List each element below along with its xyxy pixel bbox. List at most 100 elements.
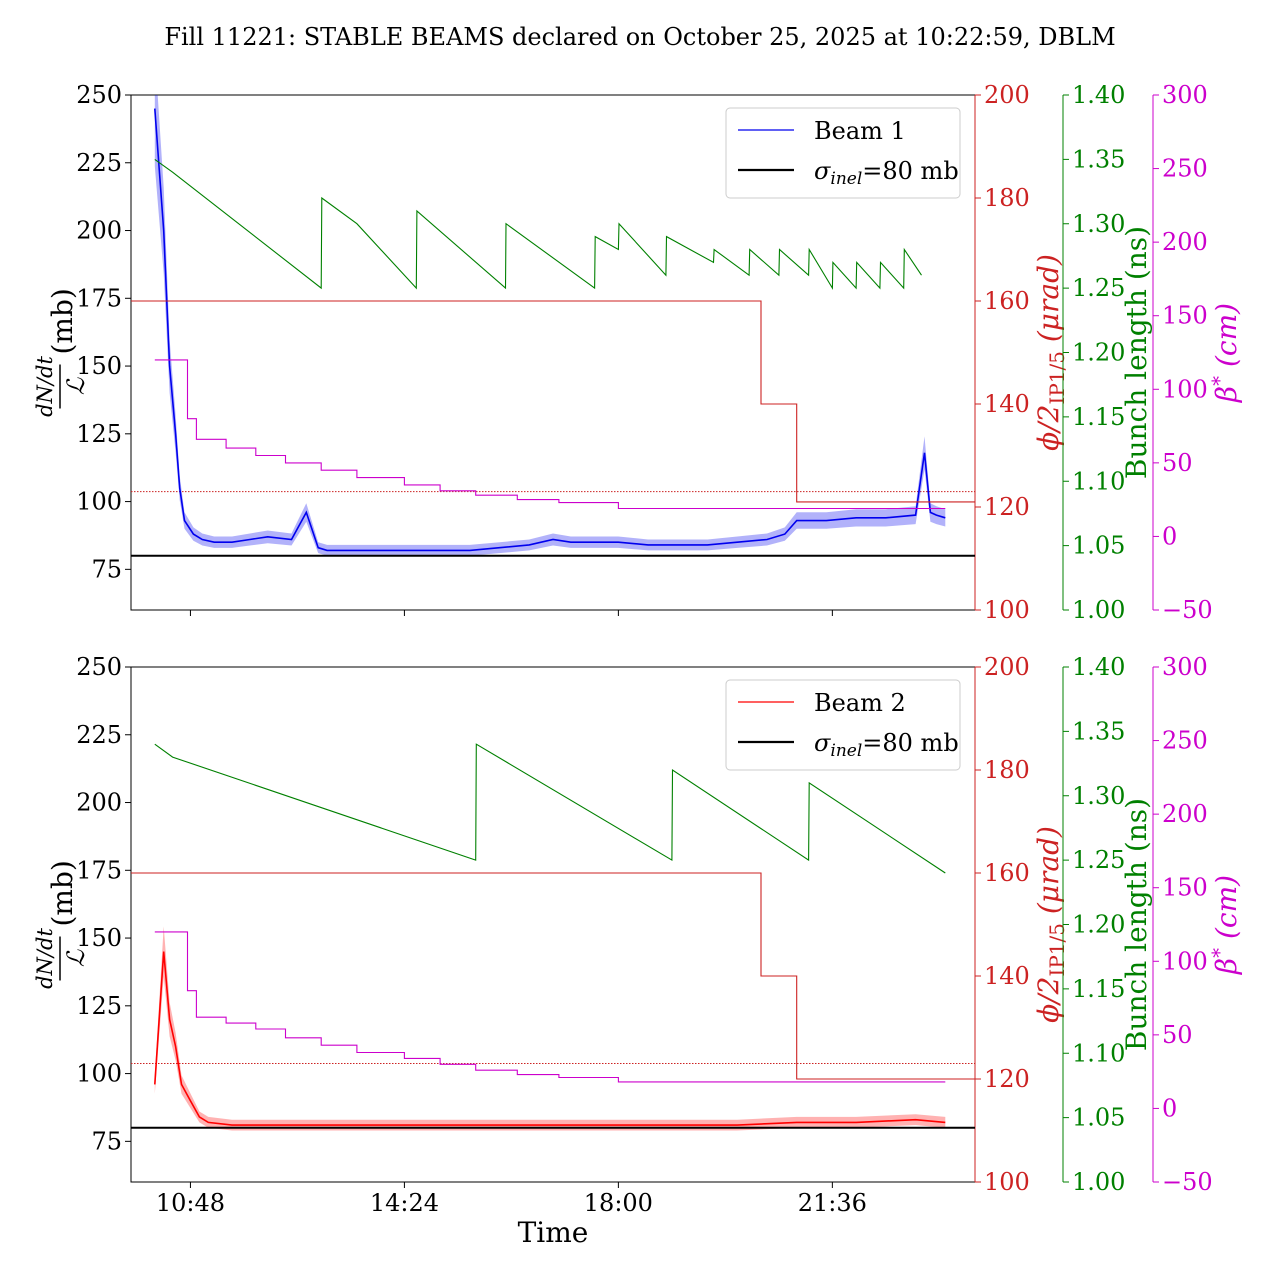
bunch-axis-tick-label: 1.20 — [1072, 339, 1125, 367]
bunch-length-series-line — [154, 743, 946, 874]
left-axis-tick-label: 75 — [91, 1127, 122, 1155]
left-axis-label: dN/dt ℒ (mb) — [33, 288, 90, 417]
bunch-axis-tick-label: 1.35 — [1072, 145, 1125, 173]
bunch-axis-tick-label: 1.35 — [1072, 717, 1125, 745]
beta-axis-tick-label: −50 — [1162, 596, 1213, 624]
panel-bottom: 75 100 125 150 175 200 225 250 dN/dt ℒ (mb) 100 120 1… — [33, 653, 1243, 1217]
left-axis-tick-label: 250 — [76, 653, 122, 681]
phi-axis-label: ϕ/2IP1/5 (μrad) — [1032, 254, 1069, 451]
left-axis-tick-label: 150 — [76, 352, 122, 380]
beta-axis-label-text: β* (cm) — [1207, 875, 1243, 975]
left-axis-tick-label: 250 — [76, 81, 122, 109]
beta-axis-tick-label: 250 — [1162, 155, 1208, 183]
phi-axis-label: ϕ/2IP1/5 (μrad) — [1032, 826, 1069, 1023]
left-axis-label: dN/dt ℒ (mb) — [33, 860, 90, 989]
bunch-axis-tick-label: 1.40 — [1072, 653, 1125, 681]
x-axis-tick-label: 14:24 — [370, 1189, 439, 1217]
bunch-axis-tick-label: 1.25 — [1072, 846, 1125, 874]
bunch-axis-tick-label: 1.20 — [1072, 911, 1125, 939]
beta-axis-tick-label: 150 — [1162, 874, 1208, 902]
plot-content — [131, 95, 975, 557]
beta-axis-tick-label: 250 — [1162, 727, 1208, 755]
beam-uncertainty-band — [154, 95, 946, 556]
beta-axis-label: β* (cm) — [1207, 875, 1243, 975]
bunch-axis-tick-label: 1.25 — [1072, 274, 1125, 302]
beta-axis-tick-label: 300 — [1162, 81, 1208, 109]
left-axis-label-numerator: dN/dt — [33, 356, 57, 417]
bunch-axis-tick-label: 1.00 — [1072, 1168, 1125, 1196]
phi-axis-tick-label: 200 — [984, 81, 1030, 109]
bunch-axis-label: Bunch length (ns) — [1120, 226, 1153, 479]
phi-axis-tick-label: 160 — [984, 287, 1030, 315]
bunch-axis-tick-label: 1.05 — [1072, 532, 1125, 560]
bunch-length-series-line — [154, 158, 922, 291]
legend-series-label: Beam 1 — [814, 117, 906, 145]
phi-axis-tick-label: 160 — [984, 859, 1030, 887]
beam-series-line — [154, 108, 946, 552]
x-axis-label: Time — [518, 1216, 589, 1249]
bunch-axis-tick-label: 1.30 — [1072, 782, 1125, 810]
left-axis-tick-label: 200 — [76, 789, 122, 817]
bunch-axis-label: Bunch length (ns) — [1120, 798, 1153, 1051]
beta-axis-tick-label: 50 — [1162, 449, 1193, 477]
beta-axis-tick-label: 0 — [1162, 522, 1177, 550]
left-axis-tick-label: 100 — [76, 488, 122, 516]
bunch-axis-label-text: Bunch length (ns) — [1120, 226, 1153, 479]
bunch-axis-tick-label: 1.40 — [1072, 81, 1125, 109]
left-axis-tick-label: 150 — [76, 924, 122, 952]
phi-axis-tick-label: 180 — [984, 756, 1030, 784]
beta-axis-label: β* (cm) — [1207, 303, 1243, 403]
left-axis-tick-label: 200 — [76, 217, 122, 245]
phi-axis-label-text: ϕ/2IP1/5 (μrad) — [1032, 254, 1069, 451]
phi-axis-tick-label: 140 — [984, 962, 1030, 990]
beta-axis-label-text: β* (cm) — [1207, 303, 1243, 403]
bunch-axis-label-text: Bunch length (ns) — [1120, 798, 1153, 1051]
panel-top: 75 100 125 150 175 200 225 250 dN/dt ℒ (mb) 100 120 1… — [33, 81, 1243, 624]
left-axis-label-numerator: dN/dt — [33, 928, 57, 989]
left-axis-label-denominator: ℒ — [62, 377, 90, 395]
beta-axis-tick-label: 300 — [1162, 653, 1208, 681]
bunch-axis-tick-label: 1.15 — [1072, 403, 1125, 431]
beta-axis-tick-label: 200 — [1162, 228, 1208, 256]
phi-axis-label-text: ϕ/2IP1/5 (μrad) — [1032, 826, 1069, 1023]
x-axis-tick-label: 18:00 — [584, 1189, 653, 1217]
beta-axis-tick-label: 50 — [1162, 1021, 1193, 1049]
left-axis-tick-label: 125 — [76, 420, 122, 448]
left-axis-tick-label: 125 — [76, 992, 122, 1020]
left-axis-label-denominator: ℒ — [62, 949, 90, 967]
bunch-axis-tick-label: 1.10 — [1072, 467, 1125, 495]
phi-axis-tick-label: 100 — [984, 1168, 1030, 1196]
beta-axis-tick-label: 150 — [1162, 302, 1208, 330]
phi-series-line — [131, 872, 975, 1080]
chart-title: Fill 11221: STABLE BEAMS declared on Oct… — [164, 23, 1115, 51]
bunch-axis-tick-label: 1.15 — [1072, 975, 1125, 1003]
left-axis-label-unit: (mb) — [46, 860, 79, 926]
bunch-axis-tick-label: 1.30 — [1072, 210, 1125, 238]
bunch-axis-tick-label: 1.10 — [1072, 1039, 1125, 1067]
left-axis-tick-label: 100 — [76, 1060, 122, 1088]
left-axis-tick-label: 75 — [91, 555, 122, 583]
phi-series-line — [131, 300, 975, 503]
left-axis-tick-label: 225 — [76, 721, 122, 749]
legend-series-label: Beam 2 — [814, 689, 906, 717]
phi-axis-tick-label: 100 — [984, 596, 1030, 624]
x-axis-tick-label: 10:48 — [156, 1189, 225, 1217]
legend-sigma-label: σinel=80 mb — [814, 729, 959, 761]
beta-axis-tick-label: 100 — [1162, 947, 1208, 975]
beta-axis-tick-label: −50 — [1162, 1168, 1213, 1196]
plot-content — [131, 743, 975, 1131]
x-axis-tick-label: 21:36 — [798, 1189, 867, 1217]
beta-series-line — [154, 359, 946, 510]
phi-axis-tick-label: 120 — [984, 493, 1030, 521]
left-axis-label-unit: (mb) — [46, 288, 79, 354]
beam-series-line — [154, 951, 946, 1126]
beta-axis-tick-label: 100 — [1162, 375, 1208, 403]
bunch-axis-tick-label: 1.00 — [1072, 596, 1125, 624]
phi-axis-tick-label: 120 — [984, 1065, 1030, 1093]
phi-axis-tick-label: 140 — [984, 390, 1030, 418]
legend-sigma-label: σinel=80 mb — [814, 157, 959, 189]
bunch-axis-tick-label: 1.05 — [1072, 1104, 1125, 1132]
left-axis-tick-label: 175 — [76, 284, 122, 312]
